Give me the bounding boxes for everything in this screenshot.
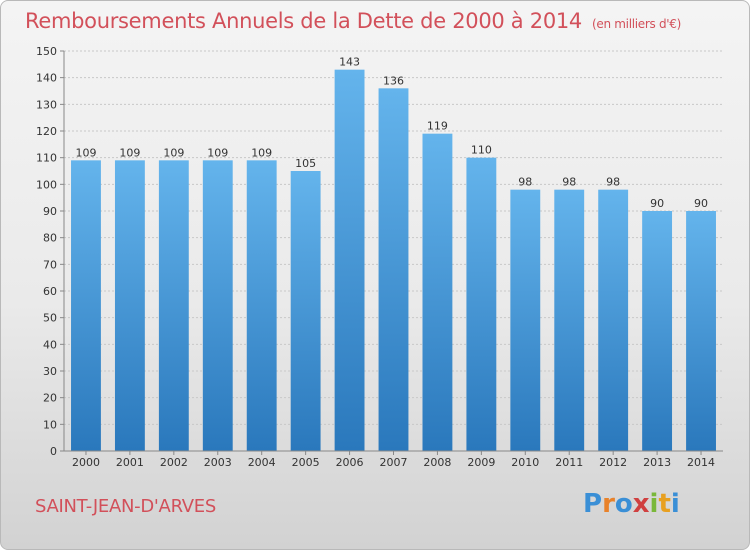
bar-value-label: 105 <box>295 157 316 170</box>
x-tick-label: 2005 <box>292 456 320 469</box>
bar-2001 <box>114 160 145 452</box>
bar-value-label: 98 <box>562 176 576 189</box>
commune-name: SAINT-JEAN-D'ARVES <box>35 496 216 517</box>
y-tick-label: 150 <box>36 45 57 58</box>
axes <box>60 50 723 455</box>
x-tick-label: 2001 <box>116 456 144 469</box>
y-tick-label: 110 <box>36 152 57 165</box>
bar-value-label: 109 <box>207 146 228 159</box>
bar-value-label: 109 <box>251 146 272 159</box>
labels: 0 10 20 30 40 50 60 70 80 90 100 110 120 130 140 150 109… <box>36 45 715 469</box>
y-tick-label: 30 <box>43 365 57 378</box>
y-tick-label: 40 <box>43 338 57 351</box>
bar-value-label: 90 <box>650 197 664 210</box>
bar-2014 <box>686 211 716 451</box>
bar-value-label: 110 <box>471 144 492 157</box>
bar-value-label: 109 <box>75 146 96 159</box>
bar-2008 <box>422 133 453 451</box>
logo-letter: x <box>632 489 650 519</box>
y-tick-label: 100 <box>36 178 57 191</box>
bar-2006 <box>334 69 365 452</box>
chart-title: Remboursements Annuels de la Dette de 20… <box>25 9 681 33</box>
bar-value-label: 136 <box>383 74 404 87</box>
x-tick-label: 2010 <box>511 456 539 469</box>
bar-value-label: 143 <box>339 56 360 69</box>
proxiti-logo: Proxiti <box>583 489 680 519</box>
bar-2004 <box>246 160 277 452</box>
y-tick-label: 80 <box>43 232 57 245</box>
bar-2012 <box>598 189 629 451</box>
bar-2007 <box>378 88 409 451</box>
bar-2011 <box>554 189 585 451</box>
x-tick-label: 2012 <box>599 456 627 469</box>
bar-2005 <box>290 171 321 451</box>
y-tick-label: 130 <box>36 98 57 111</box>
x-tick-label: 2009 <box>467 456 495 469</box>
x-tick-label: 2014 <box>687 456 715 469</box>
y-tick-label: 20 <box>43 392 57 405</box>
y-tick-label: 60 <box>43 285 57 298</box>
bar-2000 <box>71 160 101 452</box>
bar-value-label: 119 <box>427 120 448 133</box>
y-tick-label: 90 <box>43 205 57 218</box>
y-tick-label: 70 <box>43 258 57 271</box>
y-tick-label: 0 <box>50 445 57 458</box>
bar-value-label: 90 <box>694 197 708 210</box>
logo-letter: i <box>649 489 659 519</box>
x-tick-label: 2007 <box>380 456 408 469</box>
logo-letter: o <box>614 489 633 519</box>
y-tick-label: 50 <box>43 312 57 325</box>
logo-letter: i <box>670 489 680 519</box>
bar-value-label: 109 <box>119 146 140 159</box>
x-tick-label: 2002 <box>160 456 188 469</box>
bar-2002 <box>158 160 189 452</box>
bar-value-label: 98 <box>518 176 532 189</box>
x-tick-label: 2000 <box>72 456 100 469</box>
x-tick-label: 2006 <box>336 456 364 469</box>
bar-2013 <box>642 211 673 451</box>
logo-letter: t <box>658 489 671 519</box>
bar-2009 <box>466 157 497 451</box>
y-tick-label: 140 <box>36 72 57 85</box>
bar-value-label: 109 <box>163 146 184 159</box>
y-tick-label: 120 <box>36 125 57 138</box>
logo-letter: P <box>583 489 603 519</box>
logo-letter: r <box>602 489 615 519</box>
x-tick-label: 2004 <box>248 456 276 469</box>
bars <box>71 69 716 452</box>
bar-2010 <box>510 189 541 451</box>
y-tick-label: 10 <box>43 418 57 431</box>
bar-value-label: 98 <box>606 176 620 189</box>
x-tick-label: 2011 <box>555 456 583 469</box>
bar-2003 <box>202 160 233 452</box>
x-tick-label: 2008 <box>423 456 451 469</box>
x-tick-label: 2013 <box>643 456 671 469</box>
chart-title-text: Remboursements Annuels de la Dette de 20… <box>25 9 582 33</box>
chart-unit: (en milliers d'€) <box>592 17 682 31</box>
x-tick-label: 2003 <box>204 456 232 469</box>
